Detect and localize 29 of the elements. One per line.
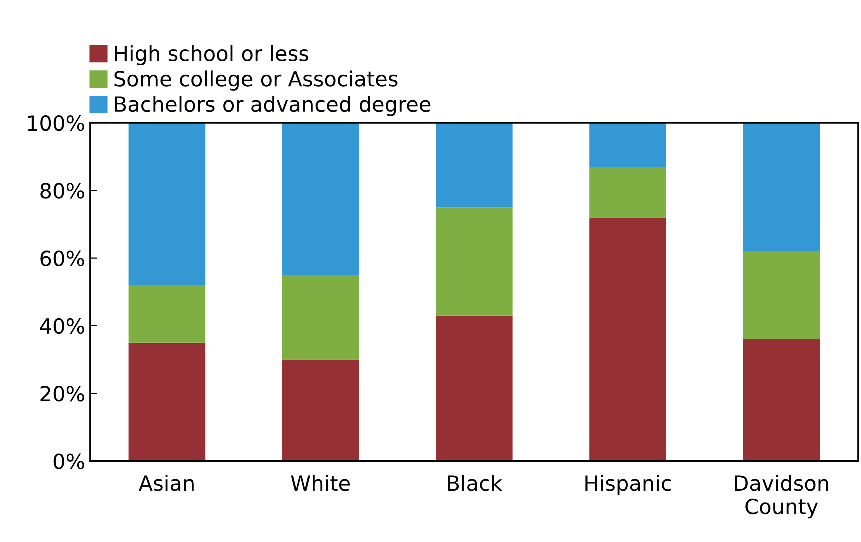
bar bbox=[590, 218, 666, 462]
bar bbox=[282, 360, 360, 462]
bar bbox=[128, 285, 206, 343]
bar bbox=[436, 123, 513, 208]
y-tick-label: 40% bbox=[40, 318, 84, 334]
y-tick-label: 100% bbox=[28, 115, 84, 132]
bar bbox=[436, 316, 513, 462]
bar bbox=[282, 275, 360, 360]
y-tick-label: 0% bbox=[54, 454, 84, 470]
y-tick-label: 20% bbox=[40, 386, 84, 402]
bar bbox=[743, 123, 820, 252]
bar bbox=[743, 339, 820, 462]
bar bbox=[128, 123, 206, 286]
x-tick-label: Asian bbox=[138, 475, 194, 492]
bar bbox=[128, 342, 206, 462]
x-tick-label: Davidson County bbox=[735, 475, 828, 519]
bar bbox=[282, 123, 360, 276]
y-tick-label: 80% bbox=[40, 183, 84, 199]
legend-label: Some college or Associates bbox=[114, 70, 398, 91]
bar bbox=[590, 167, 666, 218]
x-tick-label: Hispanic bbox=[586, 475, 672, 496]
legend-label: Bachelors or advanced degree bbox=[115, 96, 431, 116]
bar bbox=[590, 123, 666, 167]
y-tick-label: 60% bbox=[40, 250, 84, 267]
x-tick-label: White bbox=[291, 475, 350, 492]
x-tick-label: Black bbox=[448, 475, 503, 492]
legend-label: High school or less bbox=[115, 45, 308, 66]
bar bbox=[436, 208, 513, 316]
bar bbox=[743, 252, 820, 340]
